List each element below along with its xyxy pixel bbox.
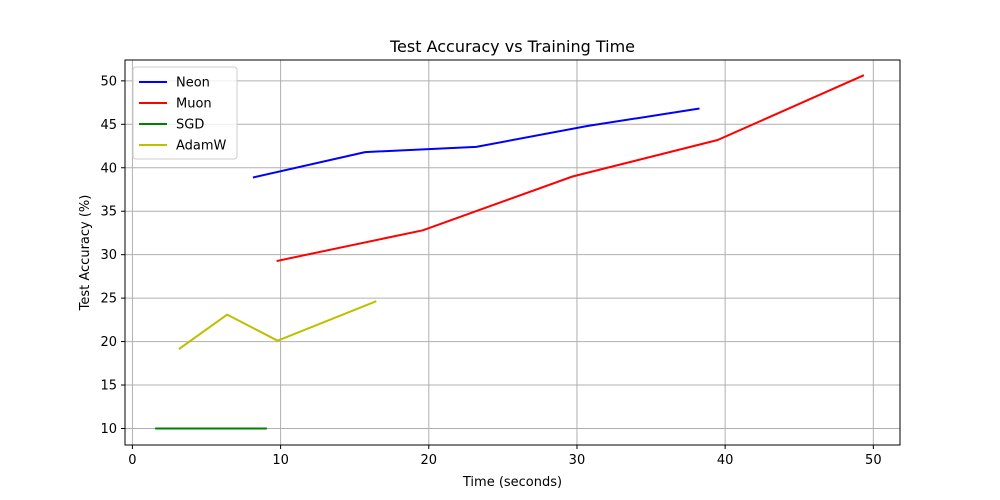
x-axis-ticks: 0 10 20 30 40 50 [128,445,882,468]
plot-frame [124,59,901,446]
y-tick-label: 25 [100,292,117,307]
legend-label-adamw: AdamW [176,139,227,154]
y-tick-label: 20 [100,335,117,350]
y-tick-label: 35 [100,205,117,220]
series-line-muon [276,74,865,262]
y-axis-label: Test Accuracy (%) [78,195,93,312]
legend: Neon Muon SGD AdamW [132,66,238,160]
y-tick-label: 15 [100,379,117,394]
y-tick-label: 40 [100,161,117,176]
y-tick-label: 30 [100,248,117,263]
series-line-adamw [178,300,377,350]
series-lines [155,74,865,430]
x-tick-label: 40 [717,453,734,468]
legend-label-muon: Muon [176,97,212,112]
x-tick-label: 30 [569,453,586,468]
x-tick-label: 10 [272,453,289,468]
y-tick-label: 50 [100,74,117,89]
y-axis-ticks: 10 15 20 25 30 35 40 45 50 [100,74,125,437]
y-tick-label: 10 [100,422,117,437]
grid [125,60,900,445]
x-axis-label: Time (seconds) [462,475,562,490]
x-tick-label: 50 [865,453,882,468]
x-tick-label: 0 [128,453,136,468]
y-tick-label: 45 [100,118,117,133]
series-line-neon [252,107,700,179]
x-tick-label: 20 [421,453,438,468]
legend-label-sgd: SGD [176,118,204,133]
chart-title: Test Accuracy vs Training Time [389,37,635,56]
legend-box [132,66,238,160]
legend-label-neon: Neon [176,76,210,91]
